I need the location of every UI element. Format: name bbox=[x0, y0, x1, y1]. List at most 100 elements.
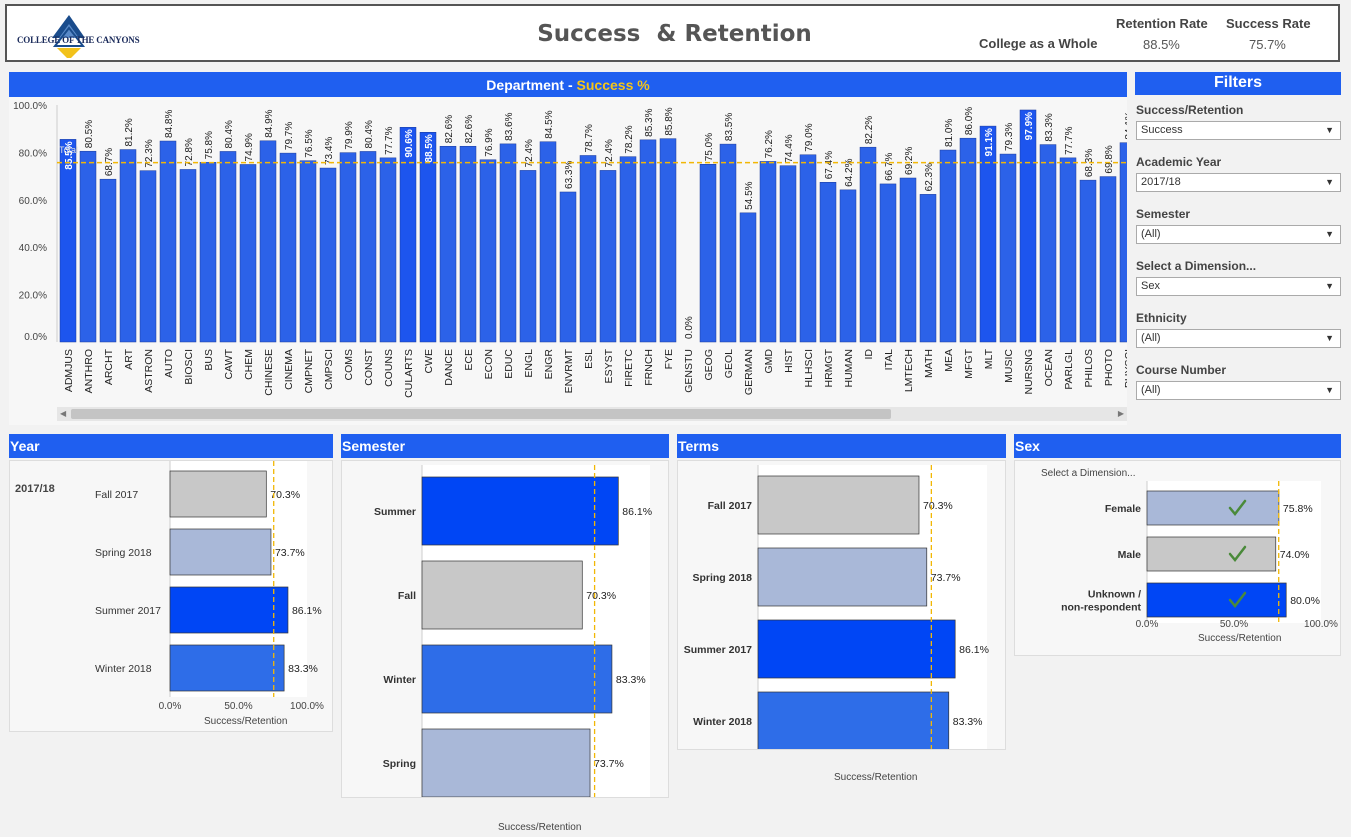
terms-bar[interactable] bbox=[757, 475, 920, 535]
year-category-label: Spring 2018 bbox=[95, 547, 152, 559]
department-bar[interactable] bbox=[739, 212, 757, 343]
department-bar[interactable] bbox=[959, 137, 977, 343]
terms-bar-chart: 70.3% Fall 2017 73.7% Spring 2018 86.1% Summe… bbox=[684, 465, 989, 749]
department-bar[interactable] bbox=[699, 164, 717, 343]
department-bar[interactable] bbox=[359, 151, 377, 343]
department-bar[interactable] bbox=[299, 160, 317, 343]
year-bar[interactable] bbox=[169, 528, 272, 576]
terms-bar[interactable] bbox=[757, 691, 950, 749]
department-bar[interactable] bbox=[519, 170, 537, 343]
terms-panel: 70.3% Fall 2017 73.7% Spring 2018 86.1% Summe… bbox=[677, 460, 1006, 783]
department-bar[interactable] bbox=[659, 138, 677, 343]
department-category-label: ECON bbox=[483, 349, 495, 379]
department-bar[interactable] bbox=[579, 155, 597, 343]
department-bar[interactable] bbox=[119, 149, 137, 343]
success-retention-dropdown[interactable]: Success ▼ bbox=[1136, 121, 1341, 140]
department-bar[interactable] bbox=[259, 140, 277, 343]
terms-panel-header: Terms bbox=[677, 434, 1006, 458]
course-number-dropdown[interactable]: (All) ▼ bbox=[1136, 381, 1341, 400]
terms-value-label: 73.7% bbox=[931, 572, 961, 584]
semester-axis-title: Success/Retention bbox=[498, 822, 582, 833]
sex-bar[interactable] bbox=[1146, 582, 1287, 618]
sex-bar[interactable] bbox=[1146, 490, 1280, 526]
department-bar[interactable] bbox=[939, 149, 957, 343]
department-value-label: 72.3% bbox=[144, 139, 155, 167]
department-category-label: BIOSCI bbox=[183, 349, 195, 385]
terms-bar[interactable] bbox=[757, 547, 928, 607]
year-value-label: 70.3% bbox=[270, 489, 300, 501]
department-bar[interactable] bbox=[759, 161, 777, 343]
department-bar[interactable] bbox=[839, 189, 857, 343]
semester-category-label: Winter bbox=[383, 674, 416, 686]
department-category-label: GMD bbox=[763, 349, 775, 374]
department-bar[interactable] bbox=[779, 165, 797, 343]
department-bar[interactable] bbox=[499, 143, 517, 343]
department-bar[interactable] bbox=[399, 127, 417, 343]
department-value-label: 80.4% bbox=[224, 120, 235, 148]
year-bar[interactable] bbox=[169, 470, 267, 518]
department-bar[interactable] bbox=[899, 177, 917, 343]
scroll-left-icon[interactable]: ◀ bbox=[60, 409, 67, 418]
year-category-label: Winter 2018 bbox=[95, 663, 152, 675]
department-bar[interactable] bbox=[419, 132, 437, 343]
semester-bar[interactable] bbox=[421, 476, 619, 546]
department-bar[interactable] bbox=[459, 145, 477, 343]
department-bar[interactable] bbox=[219, 151, 237, 343]
department-bar[interactable] bbox=[239, 164, 257, 343]
department-bar[interactable] bbox=[319, 167, 337, 343]
department-bar[interactable] bbox=[139, 170, 157, 343]
department-bar[interactable] bbox=[99, 178, 117, 343]
department-bar[interactable] bbox=[559, 191, 577, 343]
department-bar[interactable] bbox=[279, 152, 297, 343]
department-bar[interactable] bbox=[539, 141, 557, 343]
department-bar[interactable] bbox=[819, 182, 837, 343]
department-bar[interactable] bbox=[639, 139, 657, 343]
semester-dropdown[interactable]: (All) ▼ bbox=[1136, 225, 1341, 244]
x-tick-label: 0.0% bbox=[1136, 619, 1159, 630]
department-bar[interactable] bbox=[919, 194, 937, 343]
department-bar[interactable] bbox=[619, 156, 637, 343]
academic-year-dropdown[interactable]: 2017/18 ▼ bbox=[1136, 173, 1341, 192]
scroll-right-icon[interactable]: ▶ bbox=[1117, 409, 1124, 418]
department-bar[interactable] bbox=[1119, 142, 1137, 343]
department-bar[interactable] bbox=[1019, 109, 1037, 343]
terms-value-label: 83.3% bbox=[953, 716, 983, 728]
department-bar[interactable] bbox=[999, 153, 1017, 343]
department-bar[interactable] bbox=[79, 150, 97, 343]
department-bar[interactable] bbox=[1079, 179, 1097, 343]
success-rate-value: 75.7% bbox=[1249, 37, 1286, 52]
sex-bar[interactable] bbox=[1146, 536, 1277, 572]
ethnicity-dropdown[interactable]: (All) ▼ bbox=[1136, 329, 1341, 348]
department-bar[interactable] bbox=[859, 146, 877, 343]
dimension-dropdown[interactable]: Sex ▼ bbox=[1136, 277, 1341, 296]
department-bar[interactable] bbox=[1099, 176, 1117, 343]
department-bar[interactable] bbox=[1039, 144, 1057, 343]
department-bar[interactable] bbox=[439, 145, 457, 343]
department-value-label: 80.5% bbox=[84, 120, 95, 148]
department-bar[interactable] bbox=[179, 169, 197, 343]
department-bar[interactable] bbox=[479, 159, 497, 343]
department-bar[interactable] bbox=[59, 139, 77, 343]
department-bar[interactable] bbox=[199, 162, 217, 343]
semester-bar[interactable] bbox=[421, 644, 613, 714]
semester-bar[interactable] bbox=[421, 560, 583, 630]
year-bar[interactable] bbox=[169, 586, 289, 634]
semester-bar[interactable] bbox=[421, 728, 591, 797]
department-bar[interactable] bbox=[339, 152, 357, 343]
terms-bar[interactable] bbox=[757, 619, 956, 679]
semester-value-label: 86.1% bbox=[622, 506, 652, 518]
department-bar[interactable] bbox=[1059, 157, 1077, 343]
department-bar[interactable] bbox=[719, 143, 737, 343]
department-bar[interactable] bbox=[879, 183, 897, 343]
year-bar[interactable] bbox=[169, 644, 285, 692]
chevron-down-icon: ▼ bbox=[1325, 125, 1334, 135]
department-category-label: AUTO bbox=[163, 349, 175, 378]
department-bar[interactable] bbox=[799, 154, 817, 343]
chevron-down-icon: ▼ bbox=[1325, 281, 1334, 291]
department-bar[interactable] bbox=[159, 140, 177, 343]
department-bar[interactable] bbox=[379, 157, 397, 343]
scrollbar-thumb[interactable] bbox=[71, 409, 891, 419]
department-bar[interactable] bbox=[979, 125, 997, 343]
horizontal-scrollbar[interactable]: ◀ ▶ bbox=[57, 407, 1127, 421]
department-bar[interactable] bbox=[599, 170, 617, 343]
